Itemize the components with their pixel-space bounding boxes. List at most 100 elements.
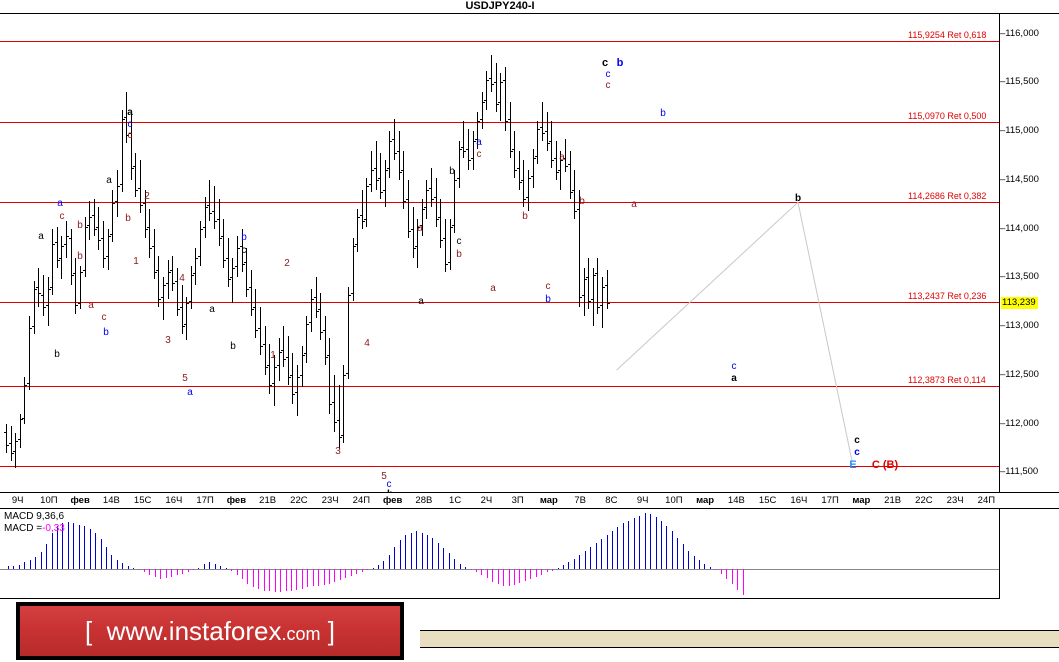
ohlc-open-tick (526, 197, 528, 199)
price-axis[interactable]: –116,000 –115,500 –115,000 –114,500 –114,000… (1000, 14, 1059, 492)
wave-label: b (794, 193, 802, 204)
ohlc-open-tick (120, 183, 122, 185)
ohlc-open-tick (18, 439, 20, 441)
ohlc-open-tick (207, 205, 209, 207)
time-axis-tick: фев (382, 495, 403, 506)
price-axis-tick: –115,500 (1000, 76, 1039, 88)
wave-label: a (209, 304, 215, 315)
price-chart-pane[interactable]: 115,9254 Ret 0,618 115,0970 Ret 0,500 114,… (0, 14, 1000, 492)
ohlc-close-tick (414, 248, 416, 250)
ohlc-open-tick (337, 419, 339, 421)
ohlc-close-tick (136, 189, 138, 191)
macd-histogram-bar (704, 563, 705, 569)
ohlc-open-tick (489, 78, 491, 80)
instaforex-watermark[interactable]: [ www.instaforex.com ] (16, 602, 404, 660)
ohlc-close-tick (62, 246, 64, 248)
ohlc-open-tick (286, 357, 288, 359)
macd-histogram-bar (525, 569, 526, 581)
macd-histogram-bar (737, 569, 738, 590)
ohlc-bar (15, 433, 16, 468)
ohlc-bar (593, 267, 594, 327)
macd-histogram-bar (519, 569, 520, 583)
ohlc-open-tick (401, 170, 403, 172)
ohlc-close-tick (159, 298, 161, 300)
ohlc-open-tick (300, 374, 302, 376)
price-axis-tick: –115,000 (1000, 125, 1039, 137)
title-bar: USDJPY240-I (0, 0, 1059, 14)
wave-label: 5 (182, 373, 188, 384)
ohlc-bar (85, 216, 86, 278)
ohlc-bar (528, 170, 529, 212)
ohlc-close-tick (501, 82, 503, 84)
ohlc-bar (362, 189, 363, 229)
ohlc-bar (122, 109, 123, 192)
macd-histogram-bar (128, 565, 129, 569)
ohlc-open-tick (267, 365, 269, 367)
ohlc-close-tick (178, 308, 180, 310)
ohlc-open-tick (36, 287, 38, 289)
ohlc-close-tick (169, 271, 171, 273)
macd-histogram-bar (79, 524, 80, 569)
ohlc-bar (237, 236, 238, 278)
ohlc-bar (154, 228, 155, 280)
time-axis[interactable]: 9Ч 10П фев 14В 15С 16Ч 17П фев 21В 22С 23Ч 24П фев 28… (0, 492, 1059, 509)
ohlc-close-tick (247, 289, 249, 291)
ohlc-close-tick (132, 168, 134, 170)
ohlc-open-tick (512, 148, 514, 150)
ohlc-bar (61, 236, 62, 280)
ohlc-open-tick (563, 158, 565, 160)
ohlc-close-tick (432, 199, 434, 201)
ohlc-open-tick (558, 170, 560, 172)
ohlc-open-tick (203, 226, 205, 228)
macd-histogram-bar (585, 550, 586, 569)
ohlc-open-tick (180, 306, 182, 308)
ohlc-open-tick (424, 207, 426, 209)
ohlc-open-tick (438, 216, 440, 218)
ohlc-open-tick (605, 285, 607, 287)
ohlc-close-tick (210, 213, 212, 214)
ohlc-open-tick (420, 224, 422, 226)
watermark-domain: .com (281, 623, 321, 644)
ohlc-open-tick (484, 99, 486, 101)
ohlc-bar (408, 179, 409, 239)
ohlc-open-tick (521, 179, 523, 181)
time-axis-tick: 16Ч (790, 495, 808, 506)
ohlc-bar (329, 337, 330, 414)
watermark-text: [ www.instaforex.com ] (85, 616, 335, 647)
wave-label: a (476, 137, 482, 148)
wave-label: c (731, 361, 737, 372)
ohlc-close-tick (123, 119, 125, 121)
macd-histogram-bar (732, 569, 733, 585)
ohlc-bar (260, 306, 261, 356)
macd-histogram-bar (111, 554, 112, 569)
ohlc-bar (20, 413, 21, 449)
ohlc-bar (565, 138, 566, 173)
wave-label: a (731, 373, 737, 384)
macd-histogram-bar (264, 569, 265, 591)
time-axis-tick: 10П (665, 495, 683, 506)
ohlc-bar (353, 238, 354, 301)
macd-histogram-bar (639, 515, 640, 569)
ohlc-open-tick (346, 372, 348, 374)
macd-histogram-bar (683, 544, 684, 569)
wave-label: b (241, 232, 247, 243)
macd-histogram-bar (149, 569, 150, 576)
macd-histogram-bar (568, 562, 569, 569)
price-axis-tick: –112,000 (1000, 417, 1039, 429)
macd-histogram-bar (688, 550, 689, 569)
ohlc-close-tick (381, 191, 383, 193)
macd-pane[interactable]: MACD 9,36,6 MACD =-0,33 (0, 509, 1000, 599)
ohlc-bar (574, 170, 575, 219)
ohlc-close-tick (113, 203, 115, 205)
wave-label: c (476, 149, 482, 160)
wave-label: 2 (284, 258, 290, 269)
ohlc-open-tick (78, 302, 80, 304)
ohlc-close-tick (238, 248, 240, 250)
ohlc-open-tick (323, 330, 325, 332)
macd-value-row: MACD =-0,33 (4, 523, 65, 535)
ohlc-close-tick (377, 179, 379, 181)
ohlc-close-tick (243, 263, 245, 265)
ohlc-open-tick (498, 101, 500, 103)
chart-title: USDJPY240-I (465, 0, 535, 12)
footer-blank (420, 599, 1059, 630)
